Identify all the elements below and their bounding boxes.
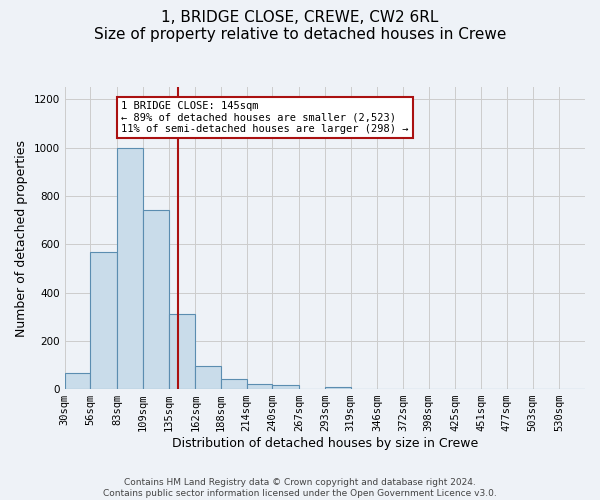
Bar — [272, 386, 299, 389]
Bar — [143, 210, 169, 389]
Bar — [247, 384, 272, 389]
Bar — [117, 148, 143, 389]
Bar — [195, 366, 221, 389]
Bar — [221, 380, 247, 389]
Text: 1, BRIDGE CLOSE, CREWE, CW2 6RL
Size of property relative to detached houses in : 1, BRIDGE CLOSE, CREWE, CW2 6RL Size of … — [94, 10, 506, 42]
Bar — [91, 252, 117, 389]
Bar — [65, 374, 91, 389]
Bar — [169, 314, 195, 389]
Text: 1 BRIDGE CLOSE: 145sqm
← 89% of detached houses are smaller (2,523)
11% of semi-: 1 BRIDGE CLOSE: 145sqm ← 89% of detached… — [121, 100, 409, 134]
Text: Contains HM Land Registry data © Crown copyright and database right 2024.
Contai: Contains HM Land Registry data © Crown c… — [103, 478, 497, 498]
X-axis label: Distribution of detached houses by size in Crewe: Distribution of detached houses by size … — [172, 437, 478, 450]
Y-axis label: Number of detached properties: Number of detached properties — [15, 140, 28, 336]
Bar — [325, 386, 350, 389]
